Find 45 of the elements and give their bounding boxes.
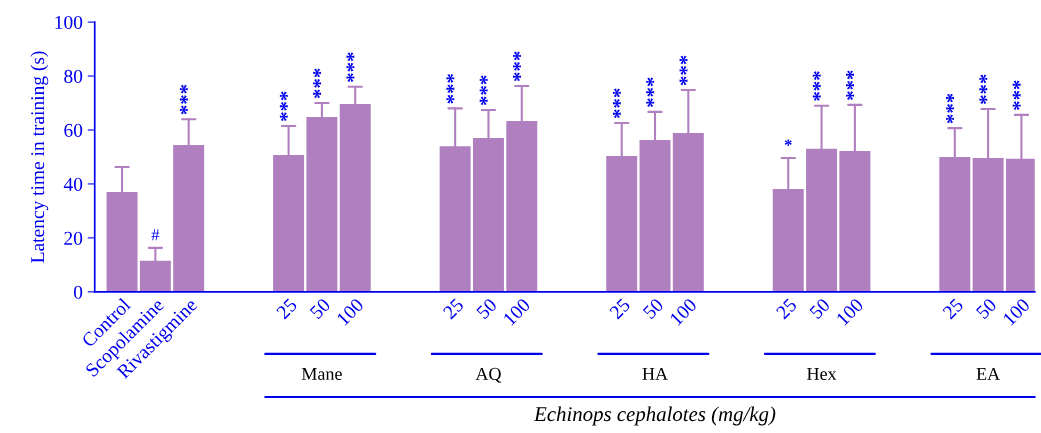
- annotation: #: [151, 229, 160, 241]
- x-tick-label: 50: [975, 297, 998, 320]
- y-axis-title: Latency time in training (s): [30, 51, 49, 263]
- x-axis-title: Echinops cephalotes (mg/kg): [533, 406, 776, 426]
- y-tick-label: 20: [64, 231, 83, 245]
- x-tick-label: 50: [809, 297, 831, 320]
- text: AQ: [475, 367, 502, 383]
- annotation: ***: [846, 70, 854, 100]
- annotation: ***: [646, 77, 655, 107]
- text: Hex: [807, 367, 837, 380]
- annotation: ***: [179, 84, 188, 115]
- annotation: ***: [279, 91, 288, 122]
- x-tick-label: 25: [442, 297, 465, 320]
- annotation: ***: [346, 52, 355, 82]
- x-tick-label: 25: [608, 297, 631, 320]
- text: HA: [642, 367, 668, 380]
- y-tick-label: 100: [55, 15, 83, 30]
- x-tick-label: 50: [642, 297, 665, 320]
- annotation: ***: [479, 75, 488, 106]
- y-tick-label: 80: [64, 69, 83, 83]
- text: EA: [976, 367, 1001, 380]
- text: Mane: [301, 367, 342, 380]
- y-tick-label: 0: [73, 285, 83, 299]
- x-tick-label: 100: [835, 297, 865, 326]
- annotation: ***: [1012, 80, 1021, 110]
- annotation: ***: [812, 71, 821, 101]
- x-tick-label: 100: [1002, 297, 1031, 326]
- annotation: ***: [313, 68, 322, 99]
- x-tick-label: 50: [309, 297, 332, 320]
- x-tick-label: 100: [336, 297, 365, 326]
- annotation: ***: [946, 93, 954, 124]
- annotation: *: [784, 139, 792, 146]
- y-tick-label: 60: [64, 123, 83, 137]
- y-tick-label: 40: [63, 177, 83, 191]
- x-tick-label: 100: [669, 297, 698, 326]
- annotation: ***: [446, 73, 455, 104]
- annotation: ***: [979, 74, 988, 105]
- annotation: ***: [679, 55, 688, 86]
- x-tick-label: 25: [275, 297, 298, 320]
- x-tick-label: 25: [775, 297, 798, 320]
- annotation: ***: [513, 51, 521, 82]
- x-tick-label: 25: [942, 297, 964, 320]
- annotation: ***: [612, 88, 621, 119]
- x-tick-label: 50: [475, 297, 498, 320]
- x-tick-label: 100: [502, 297, 531, 326]
